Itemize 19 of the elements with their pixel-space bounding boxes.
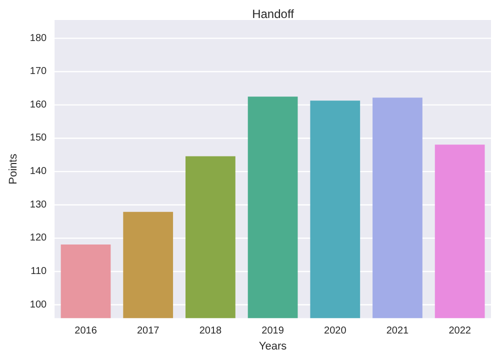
y-axis-title: Points [8,153,20,184]
x-tick-label: 2022 [448,326,472,337]
y-tick-label: 110 [30,266,48,277]
y-tick-label: 180 [30,32,48,44]
y-tick-label: 120 [30,232,48,244]
y-tick-label: 100 [30,299,48,310]
y-tick-label: 130 [30,199,48,210]
y-tick-label: 150 [30,132,48,144]
x-tick-label: 2018 [199,326,222,337]
y-tick-label: 160 [30,99,48,110]
y-tick-label: 170 [30,66,48,78]
x-tick-label: 2021 [386,326,410,337]
x-axis-title: Years [258,340,288,352]
x-tick-label: 2020 [324,326,347,337]
x-tick-label: 2016 [74,326,98,337]
y-tick-label: 140 [30,166,48,178]
chart-title: Handoff [252,7,295,21]
x-tick-label: 2017 [136,326,160,337]
x-tick-label: 2019 [262,326,284,337]
